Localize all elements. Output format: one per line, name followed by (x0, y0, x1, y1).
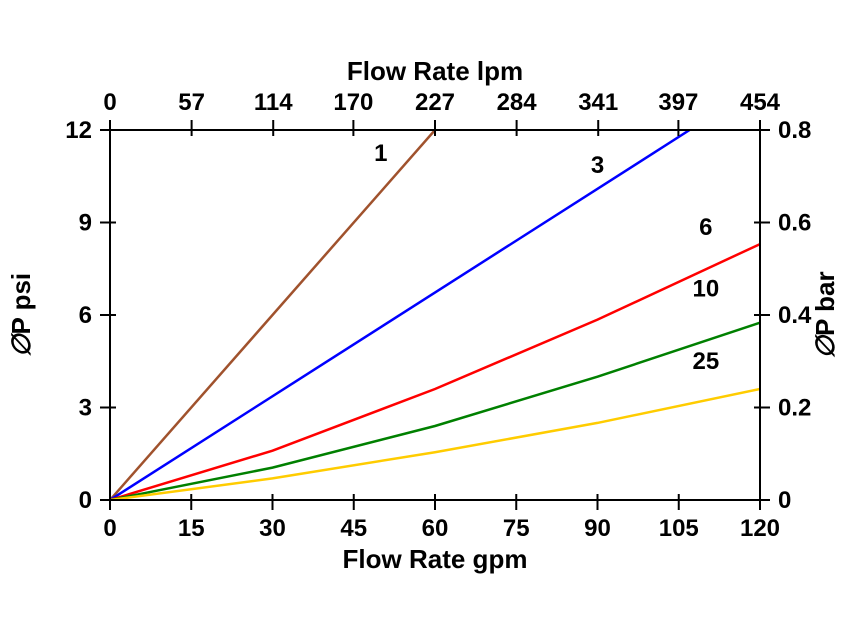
y-left-tick-label: 12 (65, 117, 92, 144)
x-top-axis-title: Flow Rate lpm (347, 56, 523, 86)
x-bottom-tick-label: 60 (422, 515, 449, 542)
x-bottom-tick-label: 90 (584, 515, 611, 542)
y-left-tick-label: 3 (79, 395, 92, 422)
line-chart: 0153045607590105120057114170227284341397… (0, 0, 854, 620)
x-bottom-tick-label: 120 (740, 515, 780, 542)
x-top-tick-label: 170 (333, 89, 373, 116)
y-right-tick-label: 0.2 (778, 395, 811, 422)
y-left-axis-title: ∅P psi (6, 273, 36, 357)
x-top-tick-label: 284 (497, 89, 538, 116)
x-top-tick-label: 341 (578, 89, 618, 116)
x-bottom-tick-label: 30 (259, 515, 286, 542)
y-right-tick-label: 0.8 (778, 117, 811, 144)
series-label-6: 6 (699, 214, 712, 241)
y-left-tick-label: 6 (79, 302, 92, 329)
chart-container: 0153045607590105120057114170227284341397… (0, 0, 854, 620)
y-right-tick-label: 0.6 (778, 210, 811, 237)
x-bottom-tick-label: 45 (340, 515, 367, 542)
x-top-tick-label: 114 (254, 89, 293, 116)
y-right-tick-label: 0.4 (778, 302, 812, 329)
y-left-tick-label: 9 (79, 210, 92, 237)
y-right-axis-title: ∅P bar (810, 271, 840, 358)
series-label-1: 1 (374, 140, 387, 167)
x-bottom-tick-label: 105 (659, 515, 699, 542)
y-left-tick-label: 0 (79, 487, 92, 514)
x-bottom-axis-title: Flow Rate gpm (343, 544, 528, 574)
x-bottom-tick-label: 75 (503, 515, 530, 542)
x-bottom-tick-label: 0 (103, 515, 116, 542)
x-top-tick-label: 0 (103, 89, 116, 116)
x-bottom-tick-label: 15 (178, 515, 205, 542)
x-top-tick-label: 57 (178, 89, 205, 116)
y-right-tick-label: 0 (778, 487, 791, 514)
series-label-3: 3 (591, 152, 604, 179)
x-top-tick-label: 227 (415, 89, 455, 116)
series-label-25: 25 (692, 348, 719, 375)
x-top-tick-label: 454 (740, 89, 781, 116)
x-top-tick-label: 397 (658, 89, 698, 116)
series-label-10: 10 (692, 276, 719, 303)
